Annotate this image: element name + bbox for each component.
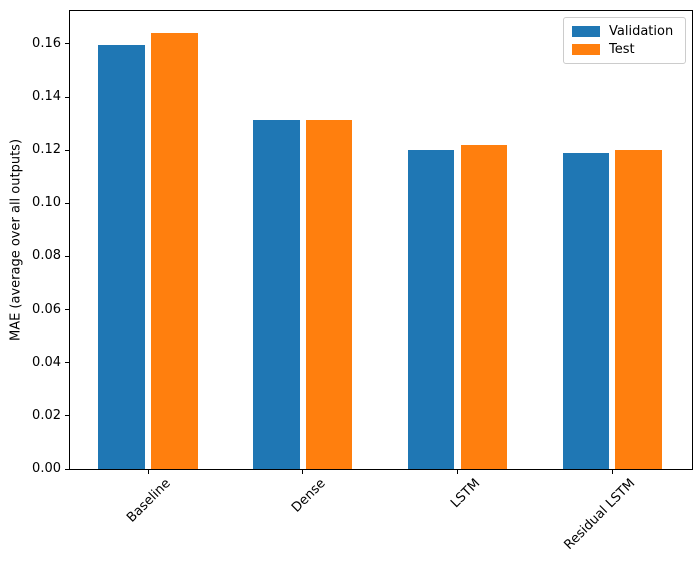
y-tick-label: 0.14 bbox=[32, 89, 61, 105]
bar-validation-baseline bbox=[98, 45, 145, 469]
y-tick-label: 0.16 bbox=[32, 35, 61, 51]
bar-test-residual-lstm bbox=[615, 150, 662, 469]
y-tick-label: 0.04 bbox=[32, 354, 61, 370]
y-tickmark bbox=[65, 309, 69, 311]
y-tickmark bbox=[65, 149, 69, 151]
y-tick-label: 0.10 bbox=[32, 195, 61, 211]
x-tickmark bbox=[147, 470, 149, 474]
x-tick-label-residual-lstm: Residual LSTM bbox=[561, 476, 638, 553]
y-tick-label: 0.02 bbox=[32, 407, 61, 423]
y-tickmark bbox=[65, 415, 69, 417]
bar-validation-lstm bbox=[408, 149, 455, 469]
y-tick-label: 0.00 bbox=[32, 461, 61, 476]
legend: Validation Test bbox=[563, 17, 686, 64]
y-tickmark bbox=[65, 255, 69, 257]
x-tickmark bbox=[302, 470, 304, 474]
legend-label-validation: Validation bbox=[609, 24, 674, 39]
bar-test-dense bbox=[305, 120, 353, 469]
y-axis-label: MAE (average over all outputs) bbox=[8, 138, 24, 342]
bar-test-lstm bbox=[460, 145, 508, 469]
y-tick-label: 0.06 bbox=[32, 301, 61, 317]
y-tickmark bbox=[65, 96, 69, 98]
test-swatch-icon bbox=[572, 44, 600, 55]
y-tickmark bbox=[65, 362, 69, 364]
x-tick-label-dense: Dense bbox=[288, 476, 329, 516]
y-tick-label: 0.12 bbox=[32, 142, 61, 158]
validation-swatch-icon bbox=[572, 26, 600, 37]
bar-validation-dense bbox=[253, 120, 300, 469]
x-tickmark bbox=[611, 470, 613, 474]
y-tickmark bbox=[65, 468, 69, 470]
y-tickmark bbox=[65, 202, 69, 204]
bar-test-baseline bbox=[151, 32, 198, 469]
y-tickmark bbox=[65, 43, 69, 45]
plot-area bbox=[69, 10, 693, 470]
legend-label-test: Test bbox=[609, 42, 635, 57]
legend-entry-test: Test bbox=[572, 42, 677, 57]
x-tick-label-lstm: LSTM bbox=[448, 476, 484, 512]
y-tick-label: 0.08 bbox=[32, 248, 61, 264]
x-tick-label-baseline: Baseline bbox=[124, 476, 174, 526]
bar-validation-residual-lstm bbox=[562, 153, 610, 469]
x-tickmark bbox=[457, 470, 459, 474]
legend-entry-validation: Validation bbox=[572, 24, 677, 39]
